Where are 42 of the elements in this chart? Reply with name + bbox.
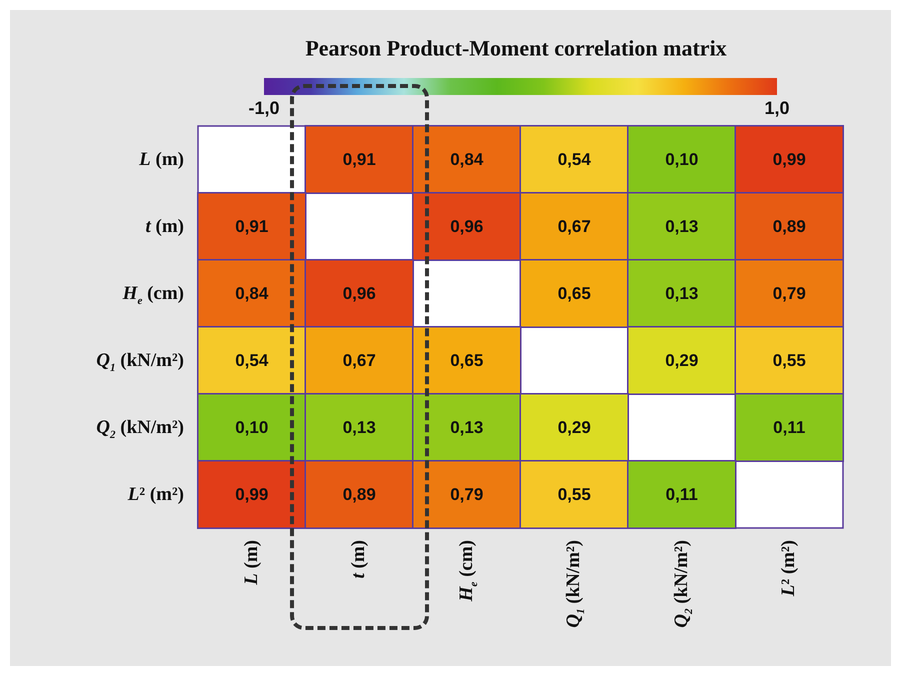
data-label: 0,91 xyxy=(342,150,376,169)
data-label: 0,11 xyxy=(666,485,698,504)
data-label: 0,54 xyxy=(235,351,269,370)
y-tick-label: t (m) xyxy=(145,216,184,238)
color-bar-label: 1,0 xyxy=(764,98,790,118)
x-tick-label: t (m) xyxy=(348,540,370,579)
data-label: 0,10 xyxy=(235,418,268,437)
data-label: 0,13 xyxy=(450,418,484,437)
data-label: 0,54 xyxy=(558,150,592,169)
y-tick-label: H$_{e}$ (cm) xyxy=(122,282,184,306)
data-label: 0,96 xyxy=(450,217,484,236)
data-label: 0,65 xyxy=(450,351,484,370)
data-label: 0,99 xyxy=(772,150,806,169)
data-label: 0,13 xyxy=(665,284,698,303)
data-label: 0,65 xyxy=(558,284,591,303)
data-label: 0,84 xyxy=(235,284,269,303)
data-label: 0,55 xyxy=(772,351,806,370)
data-label: 0,67 xyxy=(342,351,376,370)
data-label: 0,79 xyxy=(450,485,484,504)
data-label: 0,29 xyxy=(665,351,698,370)
data-label: 0,79 xyxy=(772,284,806,303)
data-label: 0,10 xyxy=(665,150,698,169)
color-bar-label: -1,0 xyxy=(248,98,280,118)
data-label: 0,55 xyxy=(558,485,591,504)
data-label: 0,13 xyxy=(665,217,698,236)
y-tick-label: Q$_{2}$ (kN/m²) xyxy=(96,416,184,440)
y-tick-label: L (m) xyxy=(139,148,184,170)
chart-title: Pearson Product-Moment correlation matrix xyxy=(305,36,727,60)
x-tick-label: L² (m²) xyxy=(778,540,800,596)
y-tick-label: L² (m²) xyxy=(128,484,184,506)
data-label: 0,29 xyxy=(558,418,591,437)
data-label: 0,89 xyxy=(772,217,806,236)
data-label: 0,96 xyxy=(342,284,376,303)
data-label: 0,11 xyxy=(773,418,806,437)
data-label: 0,91 xyxy=(235,217,268,236)
data-label: 0,13 xyxy=(342,418,376,437)
x-tick-label: L (m) xyxy=(240,540,263,585)
data-label: 0,84 xyxy=(450,150,484,169)
data-label: 0,99 xyxy=(235,485,268,504)
y-tick-label: Q$_{1}$ (kN/m²) xyxy=(96,350,184,374)
data-label: 0,89 xyxy=(342,485,376,504)
data-label: 0,67 xyxy=(558,217,591,236)
